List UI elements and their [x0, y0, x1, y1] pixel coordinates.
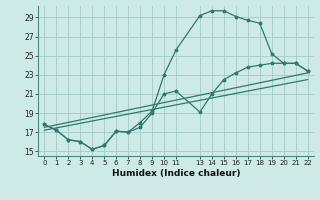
X-axis label: Humidex (Indice chaleur): Humidex (Indice chaleur): [112, 169, 240, 178]
